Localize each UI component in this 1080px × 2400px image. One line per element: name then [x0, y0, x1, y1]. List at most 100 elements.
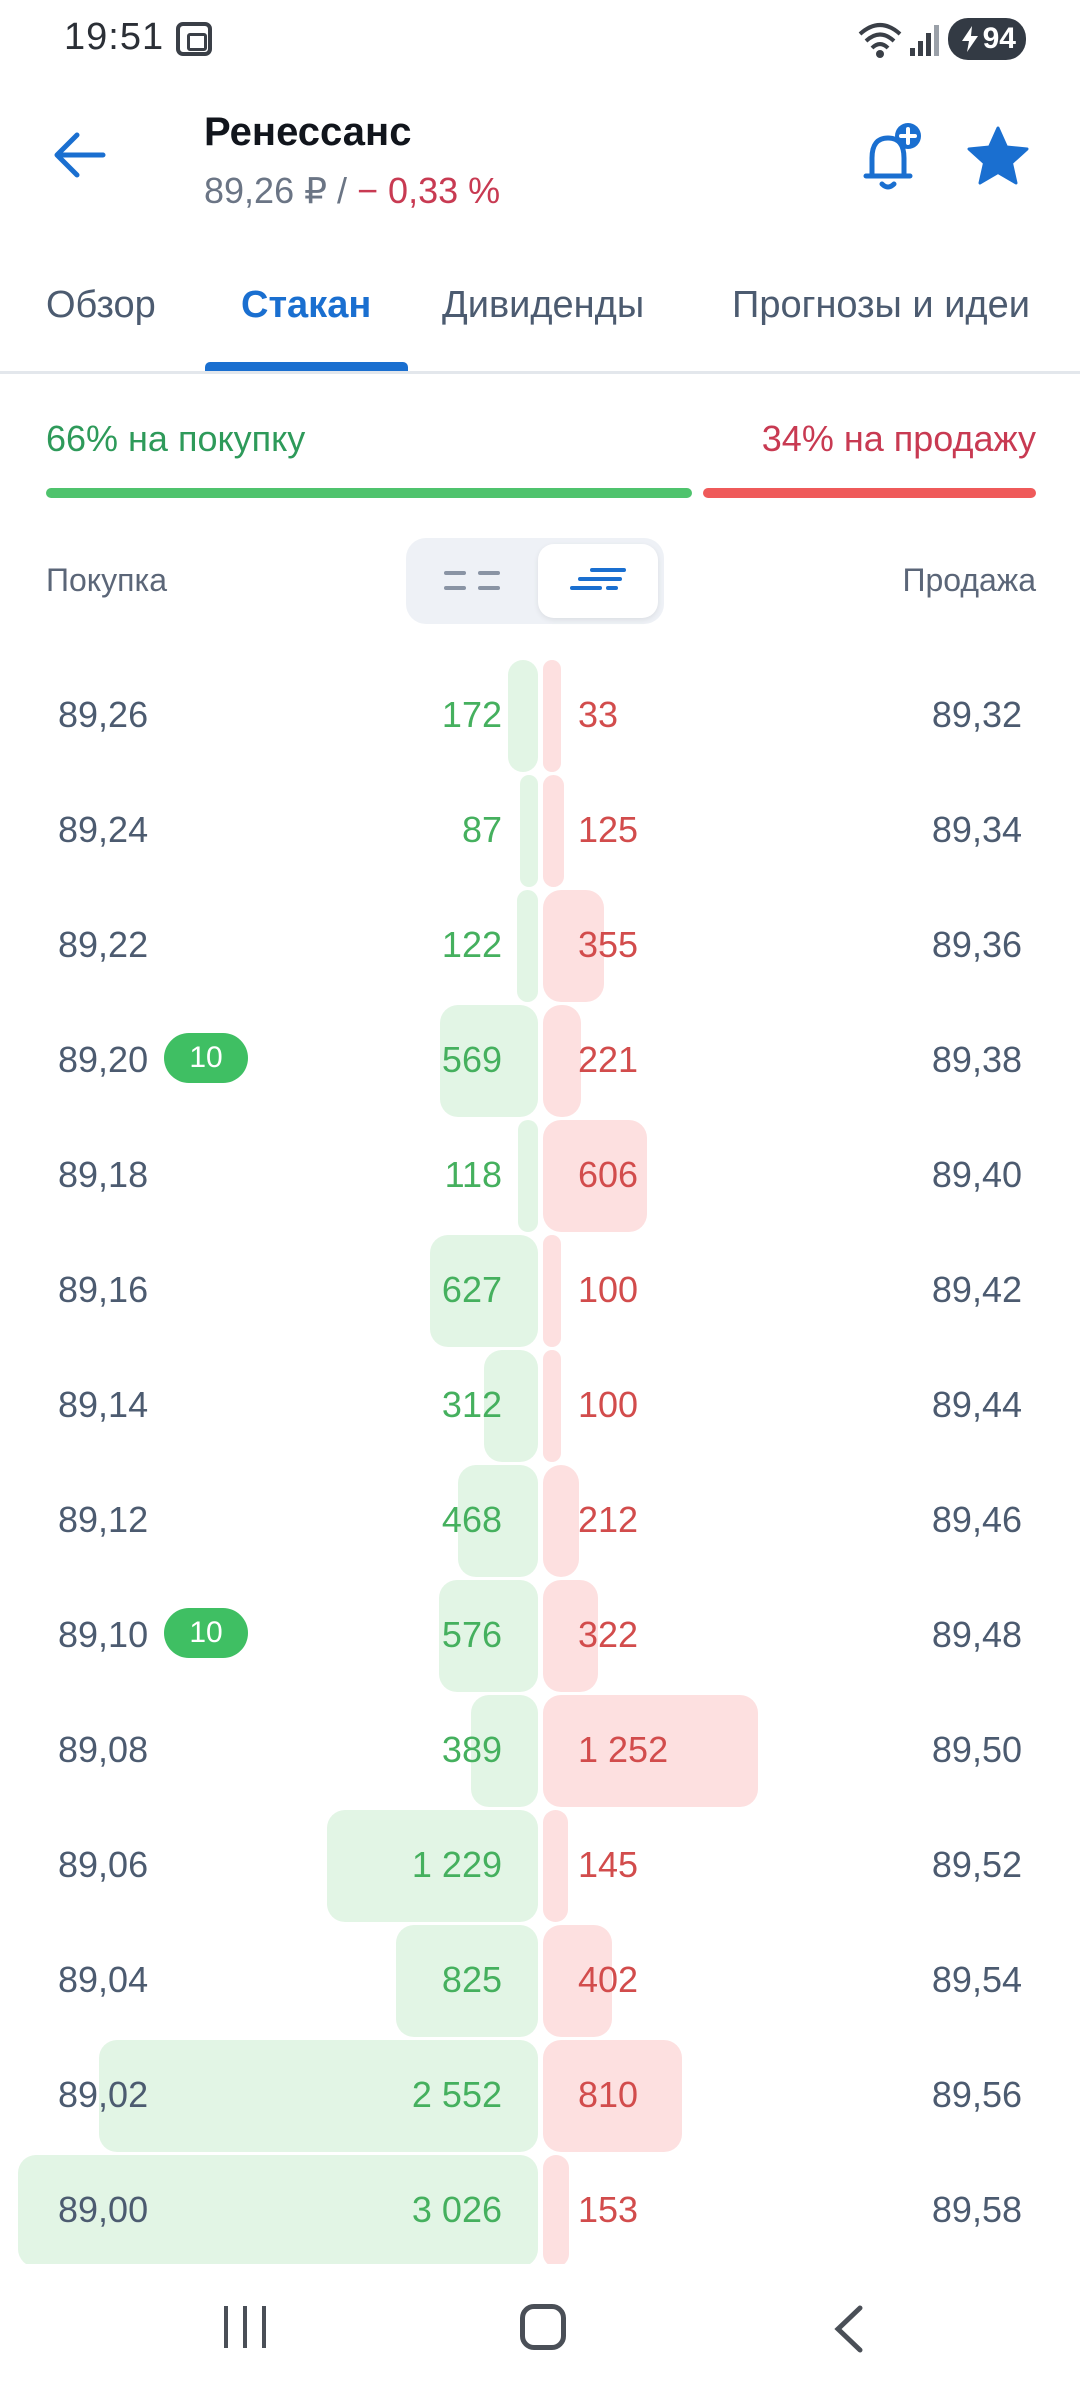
charging-bolt-icon: [962, 26, 978, 52]
bid-price: 89,08: [58, 1729, 149, 1770]
own-order-badge: 10: [164, 1033, 248, 1083]
bid-volume: 825: [441, 1959, 502, 2000]
bid-volume-bar: [18, 2155, 538, 2264]
order-book-row[interactable]: 89,00 3 026 153 89,58: [0, 2145, 1080, 2264]
ask-column-header: Продажа: [902, 562, 1036, 598]
home-icon[interactable]: [520, 2304, 566, 2350]
order-book-row[interactable]: 89,12 468 212 89,46: [0, 1455, 1080, 1577]
ask-volume: 145: [578, 1844, 639, 1885]
arrow-left-icon: [54, 132, 106, 178]
status-time: 19:51: [64, 16, 165, 58]
bid-price: 89,10: [58, 1614, 149, 1655]
bid-volume: 122: [441, 924, 502, 965]
view-mode-toggle: [406, 538, 664, 624]
ask-volume-bar: [543, 1695, 759, 1807]
order-book-row[interactable]: 89,06 1 229 145 89,52: [0, 1800, 1080, 1922]
bid-volume: 569: [441, 1039, 502, 1080]
bid-volume-bar: [457, 1465, 538, 1577]
ask-volume: 322: [578, 1614, 639, 1655]
bid-price: 89,00: [58, 2189, 149, 2230]
ask-volume-bar: [543, 1235, 561, 1347]
bid-volume-bar: [99, 2040, 538, 2152]
order-book-row[interactable]: 89,20 10 569 221 89,38: [0, 995, 1080, 1117]
ask-price: 89,50: [931, 1729, 1022, 1770]
order-book-row[interactable]: 89,14 312 100 89,44: [0, 1340, 1080, 1462]
price-change: − 0,33 %: [357, 170, 501, 211]
bid-volume: 627: [441, 1269, 502, 1310]
tab-forecasts[interactable]: Прогнозы и идеи: [732, 284, 1030, 326]
back-button[interactable]: [44, 120, 114, 190]
bid-price: 89,24: [58, 809, 149, 850]
bid-price: 89,26: [58, 694, 149, 735]
bid-price: 89,14: [58, 1384, 149, 1425]
bid-volume-bar: [471, 1695, 538, 1807]
ask-volume-bar: [543, 1350, 561, 1462]
ask-volume: 810: [578, 2074, 639, 2115]
bid-volume-bar: [508, 660, 538, 772]
sell-ratio-bar: [703, 488, 1036, 498]
ask-volume: 100: [578, 1269, 639, 1310]
order-book-row[interactable]: 89,24 87 125 89,34: [0, 765, 1080, 887]
price-separator: /: [327, 170, 358, 211]
bid-volume: 118: [444, 1154, 502, 1195]
current-price: 89,26 ₽: [204, 170, 327, 211]
order-book-row[interactable]: 89,22 122 355 89,36: [0, 880, 1080, 1002]
add-alert-button[interactable]: [850, 118, 930, 198]
ask-volume-bar: [543, 1580, 599, 1692]
page-title: Ренессанс: [204, 110, 412, 154]
ask-volume-bar: [543, 1005, 581, 1117]
ask-volume: 33: [578, 694, 619, 735]
ask-volume-bar: [543, 2040, 683, 2152]
bid-price: 89,20: [58, 1039, 149, 1080]
ask-volume-bar: [543, 2155, 570, 2264]
buy-ratio-label: 66% на покупку: [46, 418, 306, 459]
signal-icon: [910, 25, 939, 56]
ask-volume: 1 252: [578, 1729, 669, 1770]
bell-plus-icon: [863, 123, 921, 190]
bid-volume: 2 552: [411, 2074, 502, 2115]
ask-volume: 125: [578, 809, 639, 850]
tab-overview[interactable]: Обзор: [46, 284, 156, 326]
bid-volume: 312: [441, 1384, 502, 1425]
ask-price: 89,54: [931, 1959, 1022, 2000]
ask-price: 89,44: [931, 1384, 1022, 1425]
view-mode-depth[interactable]: [538, 544, 658, 618]
order-book-row[interactable]: 89,26 172 33 89,32: [0, 650, 1080, 772]
order-book-row[interactable]: 89,18 118 606 89,40: [0, 1110, 1080, 1232]
bid-price: 89,22: [58, 924, 149, 965]
bid-volume: 87: [461, 809, 502, 850]
ask-volume-bar: [543, 1925, 613, 2037]
tab-dividends[interactable]: Дивиденды: [442, 284, 645, 326]
split-lines-icon: [444, 571, 500, 590]
price-summary: 89,26 ₽ / − 0,33 %: [204, 170, 500, 212]
buy-ratio-bar: [46, 488, 692, 498]
order-book-row[interactable]: 89,16 627 100 89,42: [0, 1225, 1080, 1347]
bid-price: 89,02: [58, 2074, 149, 2115]
ask-price: 89,32: [931, 694, 1022, 735]
nav-back-icon[interactable]: [830, 2304, 866, 2354]
bid-volume-bar: [484, 1350, 538, 1462]
status-bar: 19:51 94: [0, 0, 1080, 80]
bid-volume: 3 026: [411, 2189, 502, 2230]
ask-volume: 402: [578, 1959, 639, 2000]
ask-price: 89,36: [931, 924, 1022, 965]
view-mode-split[interactable]: [412, 544, 532, 618]
tab-order-book[interactable]: Стакан: [241, 284, 372, 326]
ask-volume-bar: [543, 1120, 648, 1232]
ask-volume: 606: [578, 1154, 639, 1195]
depth-lines-icon: [570, 568, 626, 590]
order-book-row[interactable]: 89,10 10 576 322 89,48: [0, 1570, 1080, 1692]
order-book-row[interactable]: 89,02 2 552 810 89,56: [0, 2030, 1080, 2152]
order-book-row[interactable]: 89,08 389 1 252 89,50: [0, 1685, 1080, 1807]
recent-apps-icon[interactable]: [220, 2304, 270, 2350]
ask-volume-bar: [543, 775, 565, 887]
order-book-row[interactable]: 89,04 825 402 89,54: [0, 1915, 1080, 2037]
ask-volume: 153: [578, 2189, 639, 2230]
favorite-button[interactable]: [958, 118, 1038, 198]
bid-price: 89,06: [58, 1844, 149, 1885]
order-book: 89,26 172 33 89,32 89,24 87 125 89,34 89,22 122 35…: [0, 650, 1080, 2264]
screenshot-icon: [176, 22, 212, 56]
ask-price: 89,40: [931, 1154, 1022, 1195]
ask-volume-bar: [543, 1465, 580, 1577]
own-order-badge: 10: [164, 1608, 248, 1658]
